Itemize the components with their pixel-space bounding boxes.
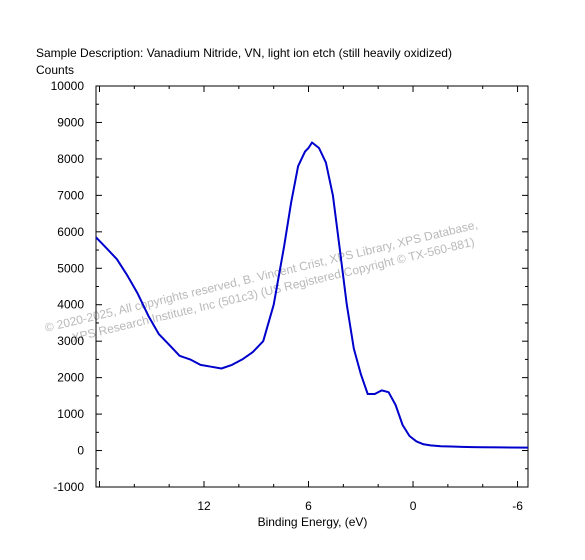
series-group — [95, 141, 529, 449]
watermark-line-2: XPS Research Institute, Inc (501c3) (US … — [71, 235, 476, 345]
y-tick-label: 1000 — [57, 407, 84, 421]
y-axis-label: Counts — [36, 63, 75, 77]
y-tick-label: 2000 — [57, 371, 84, 385]
chart-title: Sample Description: Vanadium Nitride, VN… — [36, 46, 452, 60]
x-tick-label: 6 — [305, 499, 312, 513]
spectrum-line — [95, 141, 529, 449]
x-tick-label: -6 — [512, 499, 523, 513]
x-tick-label: 12 — [197, 499, 211, 513]
watermark-line-1: © 2020-2025, All copyrights reserved, B.… — [43, 218, 479, 335]
y-tick-label: 7000 — [57, 188, 84, 202]
y-tick-label: 4000 — [57, 298, 84, 312]
axis-ticks: 1000090008000700060005000400030002000100… — [51, 79, 528, 513]
copyright-watermark: © 2020-2025, All copyrights reserved, B.… — [43, 218, 479, 345]
y-tick-label: -1000 — [53, 480, 84, 494]
x-axis-label: Binding Energy, (eV) — [257, 515, 368, 529]
x-tick-label: 0 — [410, 499, 417, 513]
y-tick-label: 3000 — [57, 334, 84, 348]
y-tick-label: 0 — [77, 444, 84, 458]
y-tick-label: 5000 — [57, 261, 84, 275]
y-tick-label: 10000 — [51, 79, 85, 93]
y-tick-label: 8000 — [57, 152, 84, 166]
y-tick-label: 9000 — [57, 115, 84, 129]
y-tick-label: 6000 — [57, 225, 84, 239]
